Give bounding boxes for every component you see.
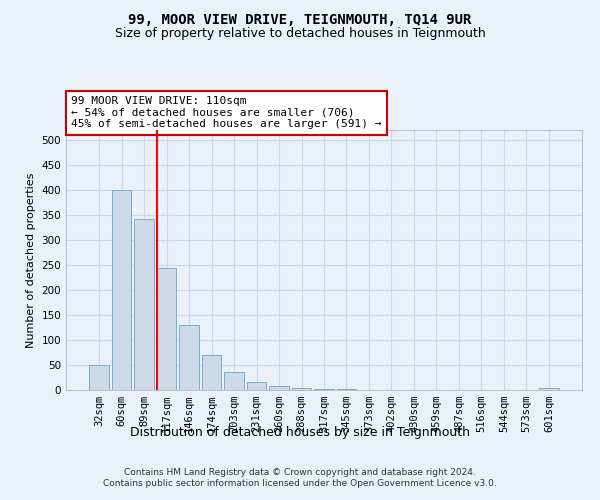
Bar <box>89 364 109 390</box>
Text: Contains HM Land Registry data © Crown copyright and database right 2024.
Contai: Contains HM Land Registry data © Crown c… <box>103 468 497 487</box>
Bar <box>292 388 311 390</box>
Bar <box>157 268 176 390</box>
Bar <box>179 325 199 390</box>
Bar <box>112 190 131 390</box>
Bar <box>314 388 334 390</box>
Text: 99, MOOR VIEW DRIVE, TEIGNMOUTH, TQ14 9UR: 99, MOOR VIEW DRIVE, TEIGNMOUTH, TQ14 9U… <box>128 12 472 26</box>
Y-axis label: Number of detached properties: Number of detached properties <box>26 172 36 348</box>
Bar <box>539 388 559 390</box>
Text: 99 MOOR VIEW DRIVE: 110sqm
← 54% of detached houses are smaller (706)
45% of sem: 99 MOOR VIEW DRIVE: 110sqm ← 54% of deta… <box>71 96 382 130</box>
Bar <box>337 389 356 390</box>
Text: Size of property relative to detached houses in Teignmouth: Size of property relative to detached ho… <box>115 28 485 40</box>
Bar <box>269 386 289 390</box>
Bar <box>202 355 221 390</box>
Bar <box>247 382 266 390</box>
Text: Distribution of detached houses by size in Teignmouth: Distribution of detached houses by size … <box>130 426 470 439</box>
Bar <box>224 372 244 390</box>
Bar <box>134 218 154 390</box>
